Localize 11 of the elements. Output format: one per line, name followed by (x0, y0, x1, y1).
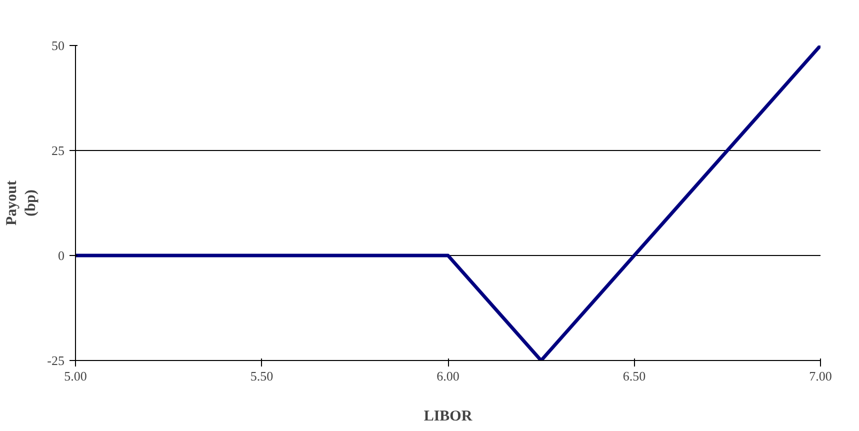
y-axis-title: Payout (bp) (4, 180, 40, 226)
y-tick-label: 0 (58, 248, 64, 263)
x-axis-title: LIBOR (424, 408, 472, 424)
x-tick-label: 6.50 (622, 368, 646, 384)
x-tick-label: 6.00 (436, 368, 460, 384)
x-tick-label: 5.00 (64, 368, 87, 384)
y-tick-label: -25 (47, 353, 65, 368)
x-tick-label: 7.00 (809, 368, 832, 384)
y-tick-label: 25 (52, 143, 64, 158)
y-tick-label: 50 (52, 38, 64, 53)
x-tick-label: 5.50 (250, 368, 274, 384)
